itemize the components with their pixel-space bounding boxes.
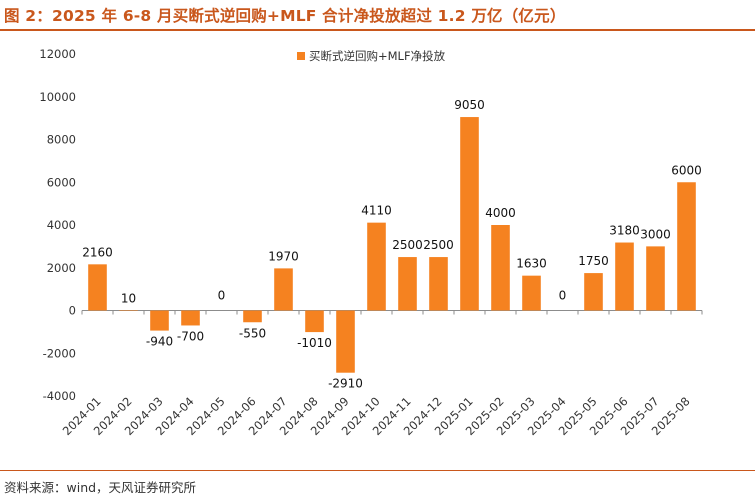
bar (150, 310, 169, 331)
header-rule (0, 29, 755, 31)
bar-series (88, 117, 696, 373)
data-label: 0 (218, 289, 226, 303)
data-label: 1630 (516, 257, 547, 271)
bar (615, 242, 634, 311)
y-axis: -4000 -2000 0 2000 4000 6000 8000 10000 12000 (39, 47, 76, 403)
bar (460, 117, 479, 311)
bar (491, 225, 510, 311)
y-tick-label: 10000 (39, 90, 76, 104)
bar (677, 182, 696, 311)
bar (88, 264, 107, 311)
data-label: -940 (146, 335, 173, 349)
data-label: 2160 (82, 245, 113, 259)
data-label: -1010 (297, 336, 332, 350)
figure-title: 图 2：2025 年 6-8 月买断式逆回购+MLF 合计净投放超过 1.2 万… (4, 7, 566, 25)
source-note: 资料来源：wind，天风证券研究所 (4, 480, 197, 495)
data-labels: 2160 10 -940 -700 0 -550 1970 -1010 -2910 4110 250… (82, 98, 702, 391)
data-label: 4000 (485, 206, 516, 220)
data-label: 1750 (578, 254, 609, 268)
data-label: 2500 (423, 238, 454, 252)
data-label: 9050 (454, 98, 485, 112)
y-tick-label: -4000 (43, 389, 76, 403)
bar (522, 275, 541, 311)
bar (119, 310, 138, 311)
y-tick-label: -2000 (43, 346, 76, 360)
y-tick-label: 2000 (47, 261, 76, 275)
data-label: -2910 (328, 377, 363, 391)
data-label: -700 (177, 329, 204, 343)
data-label: 6000 (671, 163, 702, 177)
bar (367, 222, 386, 311)
legend: 买断式逆回购+MLF净投放 (297, 49, 446, 63)
bar (584, 273, 603, 311)
y-tick-label: 12000 (39, 47, 76, 61)
data-label: 1970 (268, 249, 299, 263)
bar (336, 310, 355, 373)
bar (646, 246, 665, 311)
y-tick-label: 6000 (47, 175, 76, 189)
y-tick-label: 0 (69, 304, 76, 318)
data-label: 4110 (361, 204, 392, 218)
bar (398, 257, 417, 311)
bar (305, 310, 324, 333)
bar (181, 310, 200, 326)
legend-swatch (297, 52, 305, 60)
data-label: 3180 (609, 224, 640, 238)
y-tick-label: 8000 (47, 133, 76, 147)
data-label: 2500 (392, 238, 423, 252)
bar (274, 268, 293, 311)
data-label: 0 (559, 289, 567, 303)
bar (243, 310, 262, 323)
data-label: 3000 (640, 227, 671, 241)
data-label: -550 (239, 326, 266, 340)
figure-header: 图 2：2025 年 6-8 月买断式逆回购+MLF 合计净投放超过 1.2 万… (0, 0, 755, 30)
data-label: 10 (121, 291, 136, 305)
bar (429, 257, 448, 311)
legend-label: 买断式逆回购+MLF净投放 (309, 49, 446, 63)
y-tick-label: 4000 (47, 218, 76, 232)
bar-chart: -4000 -2000 0 2000 4000 6000 8000 10000 12000 20… (39, 47, 703, 438)
footer-rule (0, 470, 755, 471)
